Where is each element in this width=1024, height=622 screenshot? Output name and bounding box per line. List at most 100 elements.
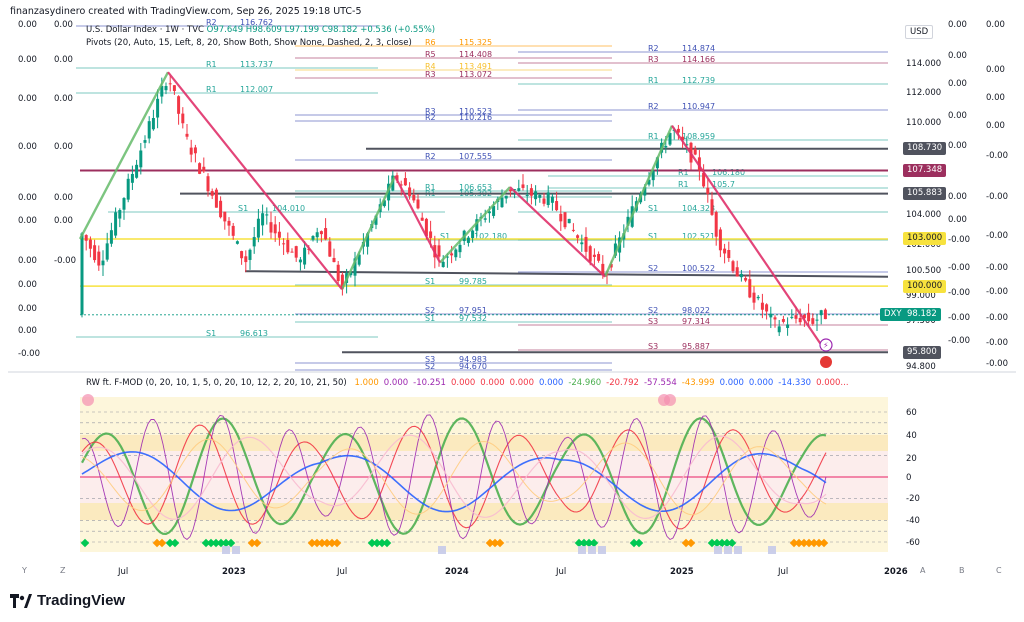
- candle-body: [576, 235, 580, 238]
- pivot-value: 112.739: [682, 76, 715, 85]
- pivot-value: 113.491: [459, 62, 492, 71]
- candle-body: [597, 253, 601, 261]
- candle-body: [773, 317, 777, 320]
- osc-signal-orange: [819, 538, 829, 548]
- pivot-label: R3: [648, 55, 659, 64]
- candle-body: [319, 231, 323, 235]
- pivot-label: S1: [425, 314, 435, 323]
- pivot-value: 116.762: [240, 18, 273, 27]
- indicator-name[interactable]: RW ft. F-MOD (0, 20, 10, 1, 5, 0, 20, 10…: [86, 378, 347, 388]
- pivot-label: R6: [425, 38, 436, 47]
- candle-body: [492, 205, 496, 216]
- price-tag[interactable]: 108.730: [903, 142, 947, 156]
- osc-axis-label: 40: [906, 431, 917, 441]
- pivots-indicator-name[interactable]: Pivots (20, Auto, 15, Left, 8, 20, Show …: [86, 38, 412, 48]
- candle-body: [353, 258, 357, 276]
- indicator-values: 1.000 0.000 -10.251 0.000 0.000 0.000 0.000 -24…: [349, 378, 848, 388]
- pivot-value: 108.959: [682, 132, 715, 141]
- osc-dots: [80, 394, 829, 554]
- price-tag[interactable]: 107.348: [903, 164, 947, 178]
- symbol-name[interactable]: U.S. Dollar Index · 1W · TVC: [86, 25, 204, 35]
- pivot-value: 95.887: [682, 342, 710, 351]
- pivot-value: 104.010: [272, 204, 305, 213]
- candle-body: [80, 233, 84, 315]
- candle-body: [219, 200, 223, 218]
- indicator-legend[interactable]: RW ft. F-MOD (0, 20, 10, 1, 5, 0, 20, 10…: [86, 378, 849, 388]
- candle-body: [601, 263, 605, 276]
- bottom-letter-b[interactable]: B: [959, 566, 965, 575]
- pivot-value: 102.521: [682, 232, 715, 241]
- osc-signal-box: [714, 546, 722, 554]
- currency-button[interactable]: USD: [905, 25, 934, 39]
- left-axis-value: 0.00: [54, 193, 73, 203]
- candle-body: [786, 324, 790, 328]
- candle-body: [240, 251, 244, 259]
- right-outer-value: 0.00: [986, 20, 1005, 30]
- osc-signal-orange: [490, 538, 500, 548]
- candle-body: [198, 163, 202, 174]
- pivot-label: S1: [440, 232, 450, 241]
- left-axis-value: -0.00: [54, 256, 76, 266]
- candle-body: [744, 277, 748, 281]
- price-tag[interactable]: 103.000: [903, 232, 947, 246]
- pivot-label: R2: [425, 113, 436, 122]
- zigzag-lines: ⚡: [78, 71, 833, 368]
- symbol-tag[interactable]: DXY: [880, 308, 906, 322]
- osc-signal-green: [584, 538, 594, 548]
- osc-signal-box: [232, 546, 240, 554]
- candle-body: [286, 239, 290, 253]
- candle-body: [500, 197, 504, 208]
- candle-body: [122, 198, 126, 210]
- candle-body: [441, 261, 445, 268]
- osc-signal-top: [82, 394, 94, 406]
- indicator-value: -20.792: [606, 378, 639, 388]
- candle-body: [265, 214, 269, 216]
- bottom-letter-y[interactable]: Y: [22, 566, 27, 575]
- pivot-label: R1: [678, 168, 689, 177]
- osc-signal-orange: [681, 538, 691, 548]
- candle-body: [487, 211, 491, 214]
- candle-body: [168, 83, 172, 85]
- pivot-value: 113.737: [240, 60, 273, 69]
- pivot-value: 105.7: [712, 180, 735, 189]
- candle-body: [210, 191, 214, 196]
- candle-body: [765, 304, 769, 312]
- candle-body: [811, 318, 815, 324]
- bottom-letter-z[interactable]: Z: [60, 566, 66, 575]
- left-axis-value: 0.00: [54, 142, 73, 152]
- osc-signal-box: [724, 546, 732, 554]
- osc-orange-line: [81, 438, 827, 516]
- chart-legend[interactable]: U.S. Dollar Index · 1W · TVC O97.649 H98…: [86, 24, 435, 50]
- price-tag[interactable]: 105.883: [903, 187, 947, 201]
- osc-signal-box: [598, 546, 606, 554]
- candle-body: [555, 201, 559, 211]
- pivot-value: 114.408: [459, 50, 492, 59]
- osc-signal-orange: [312, 538, 322, 548]
- candle-body: [802, 314, 806, 319]
- candle-body: [403, 178, 407, 186]
- candle-body: [147, 121, 151, 139]
- bottom-letter-a[interactable]: A: [920, 566, 926, 575]
- osc-blue-line: [81, 451, 827, 513]
- right-outer-value: 0.00: [948, 20, 967, 30]
- pivot-label: R2: [206, 18, 217, 27]
- osc-signal-green: [372, 538, 382, 548]
- osc-signal-box: [734, 546, 742, 554]
- candle-body: [513, 189, 517, 191]
- candle-body: [139, 150, 143, 168]
- candle-body: [735, 267, 739, 277]
- candle-body: [109, 230, 113, 244]
- price-tag[interactable]: 98.182: [903, 308, 941, 322]
- candle-body: [567, 218, 571, 224]
- right-outer-value: 0.00: [986, 65, 1005, 75]
- candle-body: [349, 271, 353, 276]
- branding-text: TradingView: [37, 592, 126, 609]
- candle-body: [454, 249, 458, 258]
- price-tag[interactable]: 95.800: [903, 345, 941, 359]
- right-outer-value: -0.00: [948, 313, 970, 323]
- candle-body: [714, 212, 718, 237]
- price-tag[interactable]: 100.000: [903, 279, 947, 293]
- oscillator-pane: [80, 394, 888, 554]
- bottom-letter-c[interactable]: C: [996, 566, 1002, 575]
